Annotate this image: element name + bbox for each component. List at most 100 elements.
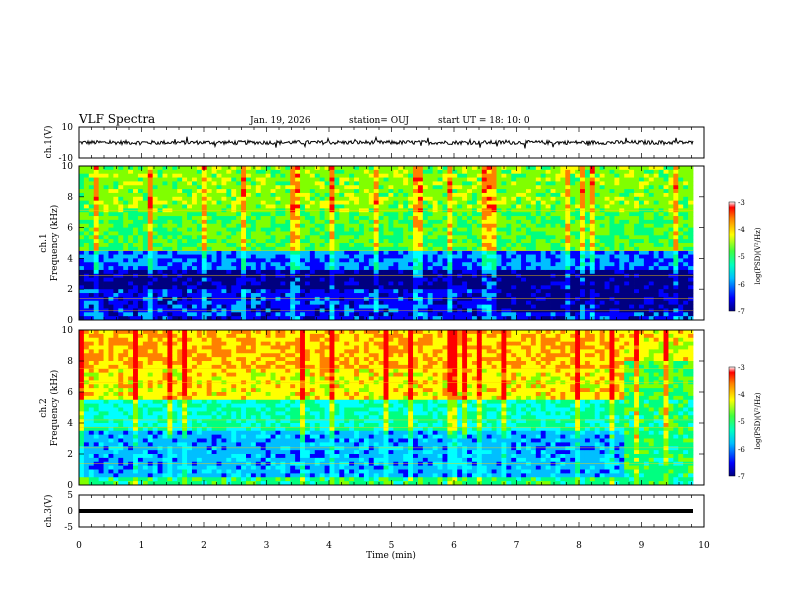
spectrogram-cell [496, 216, 502, 221]
spectrogram-cell [103, 212, 109, 217]
spectrogram-cell [525, 316, 532, 321]
spectrogram-cell [471, 231, 478, 236]
spectrogram-cell [506, 266, 512, 271]
spectrogram-cell [260, 243, 267, 248]
spectrogram-cell [142, 269, 149, 275]
spectrogram-cell [270, 173, 276, 178]
spectrogram-cell [354, 169, 360, 175]
spectrogram-cell [589, 216, 596, 221]
spectrogram-cell [481, 316, 488, 321]
spectrogram-cell [113, 300, 119, 305]
spectrogram-cell [304, 293, 311, 298]
spectrogram-cell [545, 277, 551, 282]
spectrogram-cell [609, 246, 615, 252]
spectrogram-cell [226, 277, 232, 282]
spectrogram-cell [187, 196, 193, 202]
spectrogram-cell [191, 285, 198, 290]
spectrogram-cell [187, 177, 193, 182]
spectrogram-cell [599, 212, 605, 217]
spectrogram-cell [422, 200, 429, 205]
spectrogram-cell [408, 312, 414, 317]
spectrogram-cell [123, 192, 129, 198]
spectrogram-cell [658, 200, 664, 205]
spectrogram-cell [211, 277, 217, 282]
spectrogram-cell [147, 216, 154, 221]
spectrogram-cell [481, 243, 488, 248]
spectrogram-cell [408, 200, 414, 205]
spectrogram-cell [422, 293, 429, 298]
spectrogram-cell [398, 312, 404, 317]
spectrogram-cell [560, 266, 566, 271]
spectrogram-cell [560, 173, 566, 178]
spectrogram-cell [329, 216, 335, 221]
spectrogram-cell [236, 258, 242, 263]
spectrogram-cell [447, 281, 453, 286]
spectrogram-cell [255, 243, 262, 248]
spectrogram-cell [555, 246, 561, 252]
spectrogram-cell [393, 266, 399, 271]
spectrogram-cell [496, 273, 502, 279]
spectrogram-cell [634, 262, 640, 267]
spectrogram-cell [231, 231, 237, 236]
spectrogram-cell [363, 258, 370, 263]
spectrogram-cell [413, 246, 419, 252]
spectrogram-cell [506, 300, 512, 305]
spectrogram-cell [162, 312, 168, 317]
spectrogram-cell [417, 312, 424, 317]
spectrogram-cell [157, 258, 163, 263]
spectrogram-cell [471, 243, 478, 248]
spectrogram-cell [570, 293, 576, 298]
spectrogram-cell [604, 285, 610, 290]
spectrogram-cell [309, 296, 316, 302]
spectrogram-cell [565, 239, 571, 244]
spectrogram-cell [570, 316, 576, 321]
spectrogram-cell [319, 219, 325, 225]
spectrogram-cell [231, 250, 237, 255]
spectrogram-cell [457, 227, 463, 232]
spectrogram-cell [113, 173, 119, 178]
spectrogram-cell [614, 173, 620, 178]
spectrogram-cell [383, 269, 389, 275]
spectrogram-cell [619, 185, 625, 190]
spectrogram-cell [280, 281, 286, 286]
spectrogram-cell [98, 296, 104, 302]
spectrogram-cell [555, 281, 561, 286]
spectrogram-cell [476, 192, 483, 198]
spectrogram-cell [290, 223, 296, 228]
spectrogram-cell [196, 277, 203, 282]
spectrogram-cell [255, 258, 262, 263]
spectrogram-cell [123, 258, 129, 263]
spectrogram-cell [221, 250, 227, 255]
spectrogram-cell [589, 289, 596, 294]
spectrogram-cell [383, 304, 389, 309]
spectrogram-cell [354, 285, 360, 290]
spectrogram-cell [476, 243, 483, 248]
spectrogram-cell [206, 227, 213, 232]
spectrogram-cell [614, 300, 620, 305]
spectrogram-cell [260, 277, 267, 282]
spectrogram-cell [368, 192, 375, 198]
spectrogram-cell [560, 304, 566, 309]
spectrogram-cell [172, 243, 178, 248]
spectrogram-cell [634, 281, 640, 286]
spectrogram-cell [250, 258, 257, 263]
spectrogram-cell [413, 285, 419, 290]
spectrogram-cell [516, 181, 522, 186]
spectrogram-cell [103, 227, 109, 232]
spectrogram-cell [88, 300, 95, 305]
spectrogram-cell [417, 262, 424, 267]
spectrogram-cell [285, 219, 291, 225]
spectrogram-cell [304, 296, 311, 302]
spectrogram-cell [388, 304, 394, 309]
spectrogram-cell [668, 289, 674, 294]
spectrogram-cell [629, 273, 635, 279]
spectrogram-cell [221, 189, 227, 194]
spectrogram-cell [295, 216, 301, 221]
spectrogram-cell [260, 269, 267, 275]
spectrogram-cell [344, 269, 350, 275]
spectrogram-cell [103, 258, 109, 263]
spectrogram-cell [589, 189, 596, 194]
spectrogram-cell [530, 273, 537, 279]
spectrogram-cell [638, 185, 645, 190]
spectrogram-cell [560, 231, 566, 236]
